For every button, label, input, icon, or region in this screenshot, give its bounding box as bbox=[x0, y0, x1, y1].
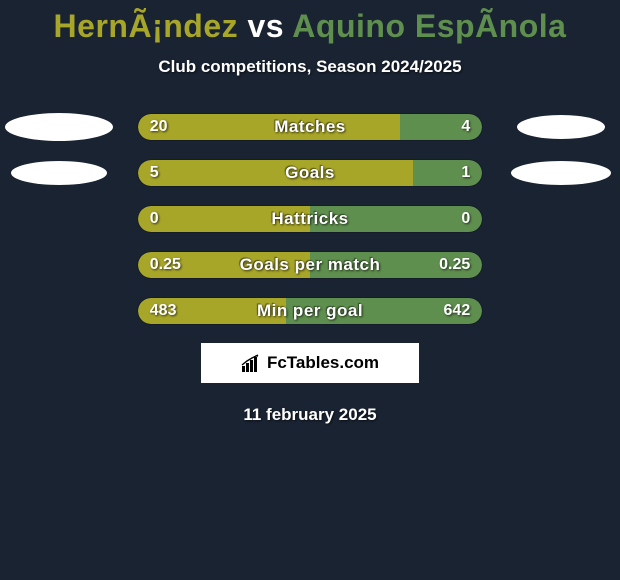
stat-bar: 483642Min per goal bbox=[137, 297, 483, 325]
title-part: HernÃ¡ndez bbox=[54, 8, 239, 44]
stat-bar-left-seg bbox=[138, 206, 310, 232]
stat-row: 00Hattricks bbox=[0, 205, 620, 233]
page-title: HernÃ¡ndez vs Aquino EspÃ­nola bbox=[0, 8, 620, 45]
stat-bar-left-seg bbox=[138, 160, 414, 186]
stat-bar: 204Matches bbox=[137, 113, 483, 141]
player-left-oval bbox=[11, 161, 107, 185]
brand-icon bbox=[241, 354, 261, 372]
title-part: vs bbox=[238, 8, 292, 44]
right-oval-slot bbox=[501, 161, 620, 185]
stat-bar-right-seg bbox=[413, 160, 482, 186]
stat-bar-right-seg bbox=[286, 298, 482, 324]
stat-rows: 204Matches 51Goals 00Hattricks 0.250.25Goal… bbox=[0, 113, 620, 325]
stat-bar-right-seg bbox=[400, 114, 483, 140]
stat-row: 483642Min per goal bbox=[0, 297, 620, 325]
stat-bar: 00Hattricks bbox=[137, 205, 483, 233]
stat-bar: 51Goals bbox=[137, 159, 483, 187]
subtitle: Club competitions, Season 2024/2025 bbox=[0, 57, 620, 77]
left-oval-slot bbox=[0, 113, 119, 141]
stat-row: 51Goals bbox=[0, 159, 620, 187]
player-left-oval bbox=[5, 113, 113, 141]
left-oval-slot bbox=[0, 161, 119, 185]
player-right-oval bbox=[511, 161, 611, 185]
player-right-oval bbox=[517, 115, 605, 139]
title-part: Aquino EspÃ­nola bbox=[292, 8, 566, 44]
stat-row: 0.250.25Goals per match bbox=[0, 251, 620, 279]
stat-bar: 0.250.25Goals per match bbox=[137, 251, 483, 279]
stat-bar-right-seg bbox=[310, 252, 482, 278]
brand-text: FcTables.com bbox=[267, 353, 379, 373]
right-oval-slot bbox=[501, 115, 620, 139]
stat-row: 204Matches bbox=[0, 113, 620, 141]
stat-bar-left-seg bbox=[138, 252, 310, 278]
stat-bar-left-seg bbox=[138, 298, 286, 324]
date: 11 february 2025 bbox=[0, 405, 620, 425]
comparison-card: HernÃ¡ndez vs Aquino EspÃ­nola Club comp… bbox=[0, 0, 620, 425]
stat-bar-right-seg bbox=[310, 206, 482, 232]
stat-bar-left-seg bbox=[138, 114, 400, 140]
brand-box: FcTables.com bbox=[201, 343, 419, 383]
